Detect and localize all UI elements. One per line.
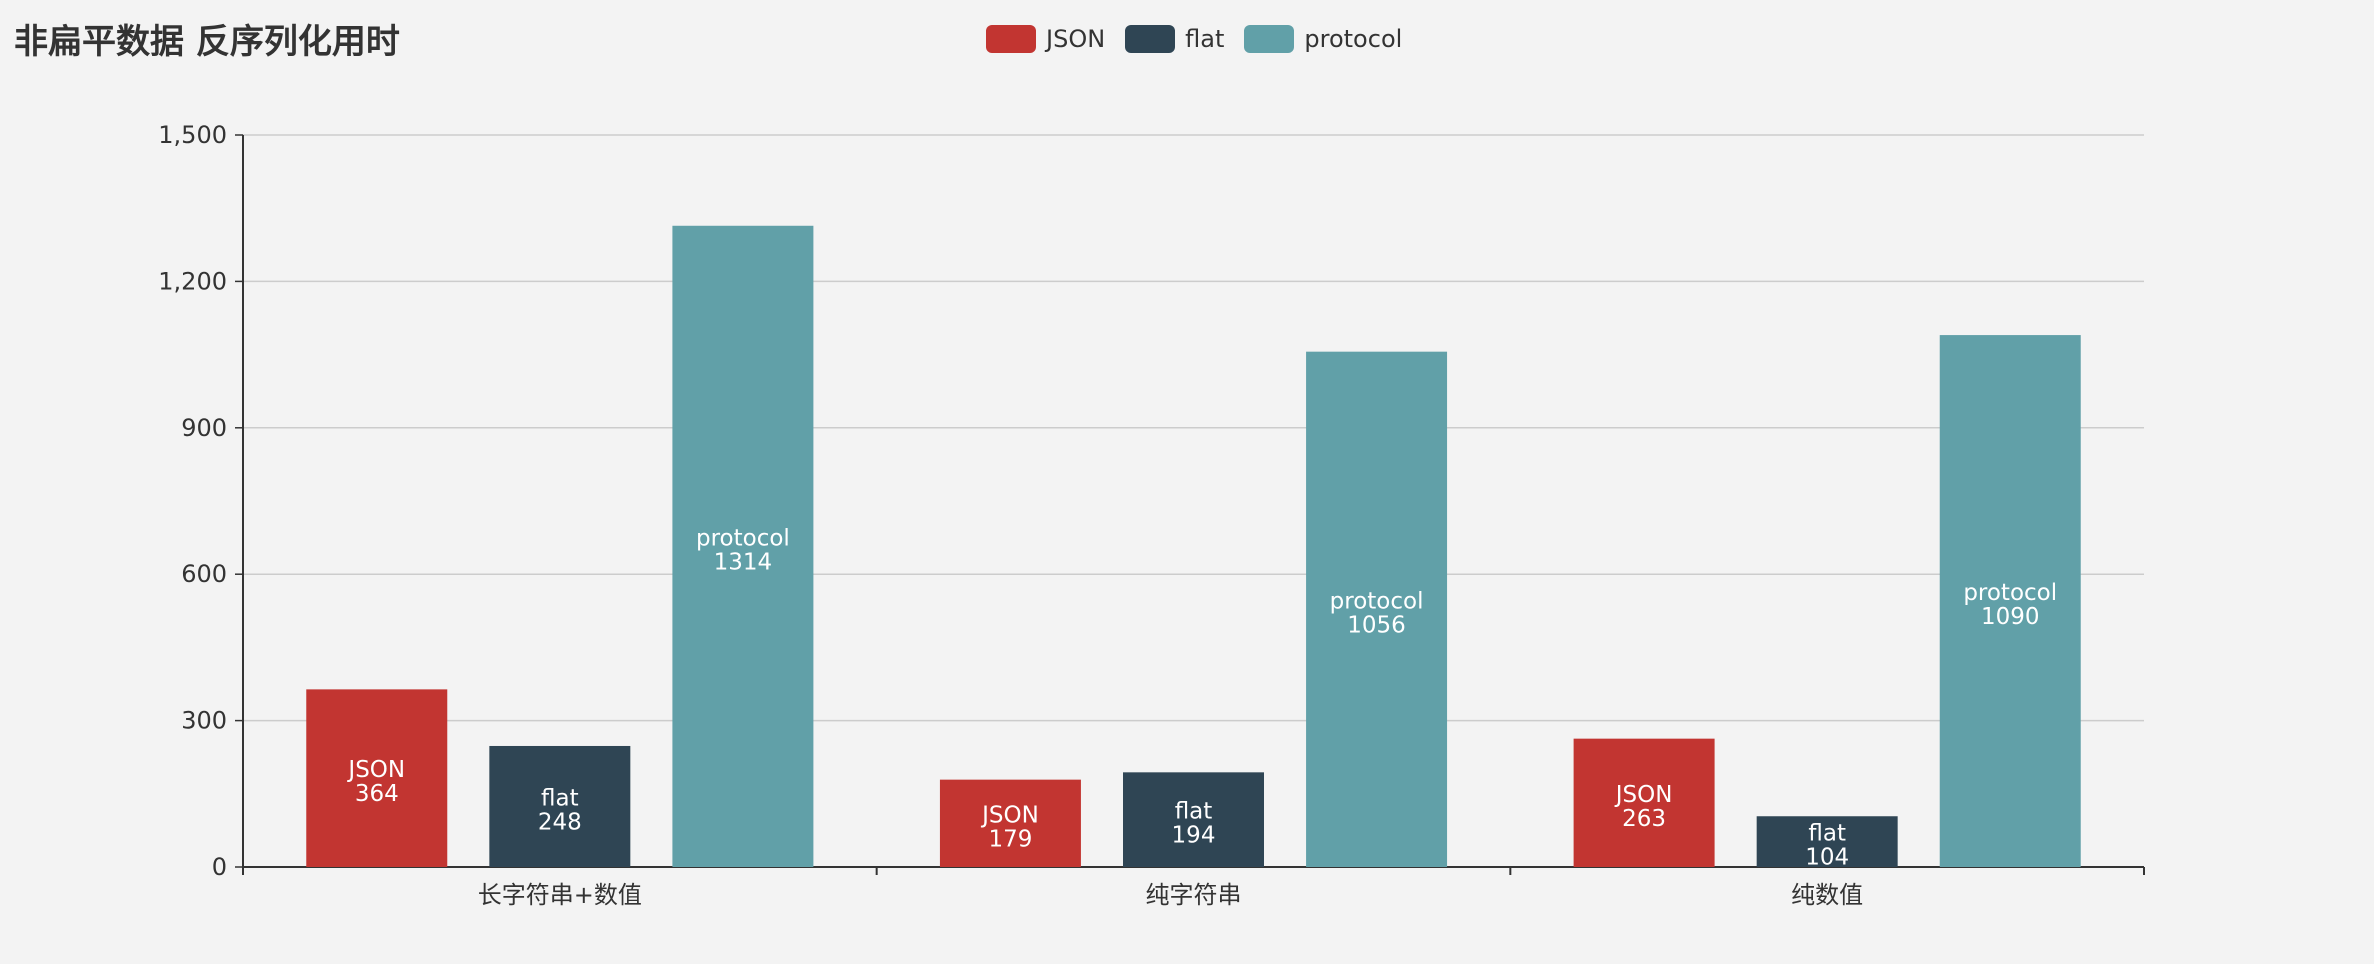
data-label-value: 364 (355, 781, 399, 807)
legend-item-json[interactable]: JSON (986, 25, 1105, 53)
y-tick-label: 600 (181, 560, 227, 588)
legend-label-protocol: protocol (1304, 25, 1403, 53)
data-label-name: JSON (346, 757, 405, 783)
legend-label-json: JSON (1046, 25, 1106, 53)
data-label-value: 1056 (1347, 612, 1406, 638)
data-label-value: 194 (1172, 823, 1216, 849)
y-tick-label: 0 (212, 853, 227, 881)
bar-protocol-1[interactable] (1306, 351, 1448, 867)
bar-protocol-0[interactable] (672, 225, 814, 867)
data-label-name: protocol (1330, 588, 1424, 614)
bar-flat-2[interactable] (1756, 816, 1898, 867)
x-tick-label: 长字符串+数值 (478, 881, 642, 909)
legend-item-flat[interactable]: flat (1125, 25, 1224, 53)
bar-json-1[interactable] (939, 779, 1081, 867)
data-label-name: protocol (696, 525, 790, 551)
data-label-name: flat (1175, 799, 1213, 825)
bar-json-0[interactable] (306, 689, 448, 867)
data-label-value: 263 (1622, 806, 1666, 832)
bar-json-2[interactable] (1573, 738, 1715, 867)
x-tick-label: 纯数值 (1791, 881, 1863, 909)
legend: JSON flat protocol (986, 24, 1422, 54)
y-tick-label: 300 (181, 707, 227, 735)
data-label-value: 179 (988, 826, 1032, 852)
data-label-value: 104 (1805, 845, 1849, 871)
data-label-name: flat (541, 785, 579, 811)
data-label-name: JSON (1614, 782, 1673, 808)
y-tick-label: 1,500 (158, 121, 227, 149)
legend-swatch-protocol (1244, 25, 1295, 53)
legend-swatch-json (986, 25, 1036, 53)
legend-label-flat: flat (1185, 25, 1225, 53)
data-label-name: flat (1808, 821, 1846, 847)
y-tick-label: 900 (181, 414, 227, 442)
data-label-name: protocol (1963, 580, 2057, 606)
bar-flat-1[interactable] (1123, 772, 1264, 867)
data-label-value: 248 (538, 809, 582, 835)
data-label-name: JSON (980, 802, 1039, 828)
legend-item-protocol[interactable]: protocol (1244, 25, 1402, 53)
bar-protocol-2[interactable] (1939, 335, 2081, 868)
chart-title: 非扁平数据 反序列化用时 (14, 22, 400, 62)
bar-flat-0[interactable] (489, 745, 631, 867)
legend-swatch-flat (1125, 25, 1176, 53)
data-label-value: 1090 (1981, 604, 2040, 630)
data-label-value: 1314 (714, 549, 773, 575)
x-tick-label: 纯字符串 (1146, 881, 1242, 909)
y-tick-label: 1,200 (158, 267, 227, 295)
